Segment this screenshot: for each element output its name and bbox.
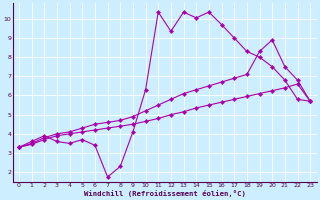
X-axis label: Windchill (Refroidissement éolien,°C): Windchill (Refroidissement éolien,°C) [84, 190, 245, 197]
